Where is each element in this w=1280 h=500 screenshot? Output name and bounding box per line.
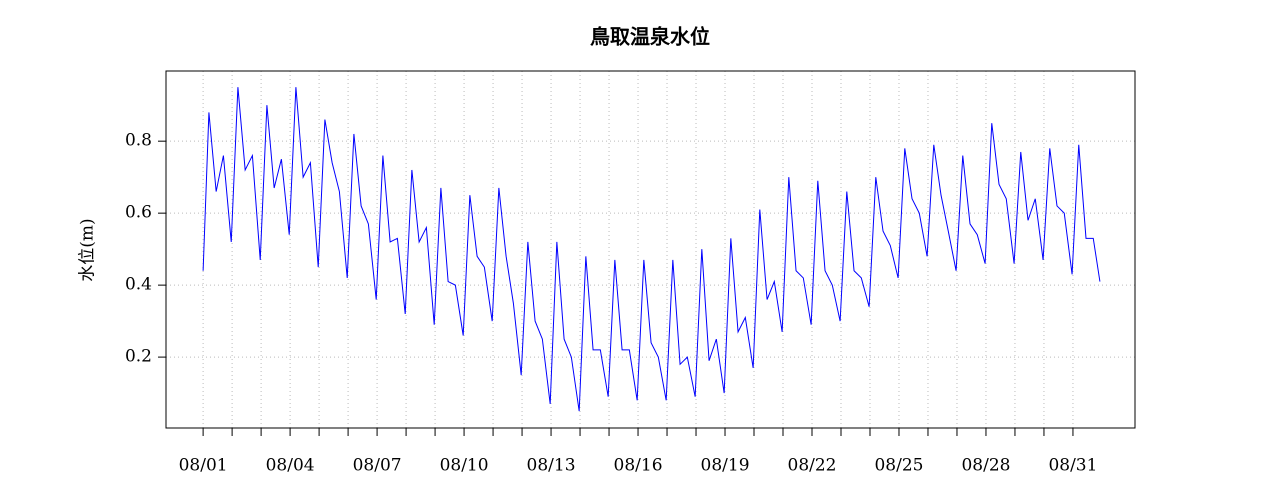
chart-title: 鳥取温泉水位	[590, 25, 710, 49]
x-tick-label: 08/01	[179, 456, 228, 476]
x-tick-label: 08/19	[701, 456, 750, 476]
x-tick-label: 08/25	[874, 456, 923, 476]
x-tick-label: 08/10	[440, 456, 489, 476]
plot-frame	[165, 70, 1136, 429]
data-line	[202, 87, 1101, 412]
x-tick-label: 08/28	[961, 456, 1010, 476]
x-tick-label: 08/13	[527, 456, 576, 476]
x-tick-label: 08/22	[788, 456, 837, 476]
y-axis-label: 水位(m)	[78, 218, 98, 281]
x-tick-label: 08/31	[1048, 456, 1097, 476]
y-tick-label: 0.2	[125, 347, 152, 367]
y-tick-label: 0.4	[125, 275, 152, 295]
y-tick-label: 0.6	[125, 203, 152, 223]
x-tick-label: 08/07	[353, 456, 402, 476]
y-tick-label: 0.8	[125, 131, 152, 151]
x-tick-label: 08/04	[266, 456, 315, 476]
x-tick-label: 08/16	[614, 456, 663, 476]
